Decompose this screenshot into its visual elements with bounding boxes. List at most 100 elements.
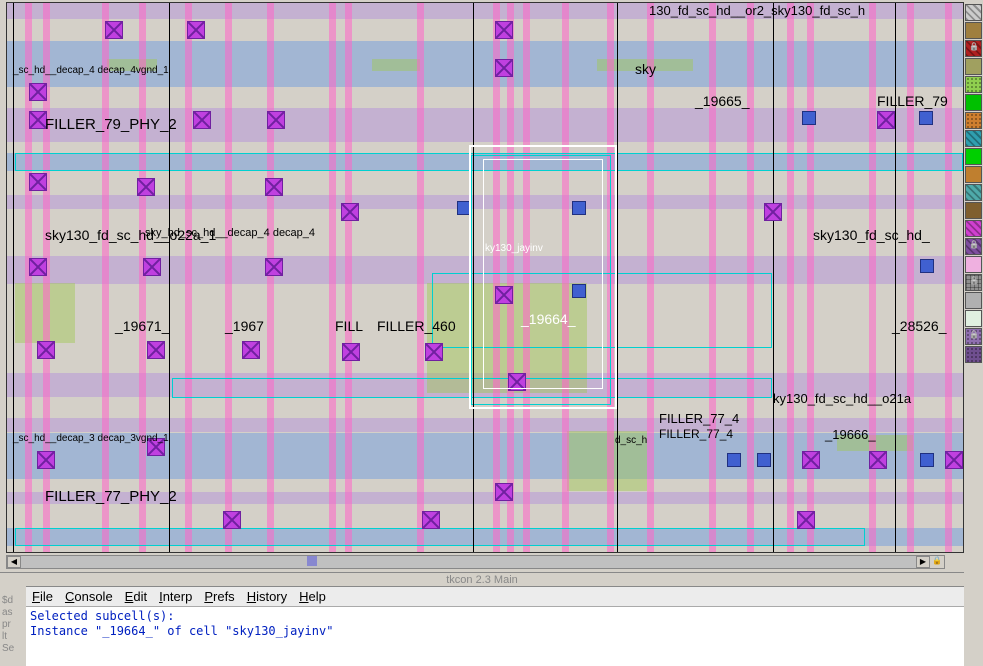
metal-track-vertical (329, 3, 336, 553)
metal-horizontal (7, 492, 963, 504)
poly-region (107, 59, 157, 71)
app-root: _sc_hd__decap_4 decap_4vgnd_1130_fd_sc_h… (0, 0, 983, 666)
via-contact (147, 341, 165, 359)
via-contact (223, 511, 241, 529)
metal-track-vertical (345, 3, 352, 553)
via-contact (508, 373, 526, 391)
layer-swatch[interactable] (965, 184, 982, 201)
via-contact (37, 341, 55, 359)
scroll-thumb[interactable] (307, 556, 317, 566)
cell-label: _28526_ (892, 318, 947, 334)
menu-edit[interactable]: Edit (125, 589, 147, 604)
via-contact (187, 21, 205, 39)
poly-region (372, 59, 420, 71)
via-contact (29, 173, 47, 191)
cell-boundary (963, 3, 964, 553)
via-blue (457, 201, 471, 215)
layout-canvas[interactable]: _sc_hd__decap_4 decap_4vgnd_1130_fd_sc_h… (6, 2, 964, 553)
via-contact (147, 438, 165, 456)
metal-track-vertical (225, 3, 232, 553)
metal-track-vertical (807, 3, 814, 553)
via-contact (29, 83, 47, 101)
layer-swatch[interactable] (965, 238, 982, 255)
via-blue (919, 111, 933, 125)
tkcon-titlebar: tkcon 2.3 Main (0, 572, 964, 586)
via-blue (757, 453, 771, 467)
layer-swatch[interactable] (965, 40, 982, 57)
metal-track-vertical (417, 3, 424, 553)
via-contact (29, 111, 47, 129)
layer-swatch[interactable] (965, 76, 982, 93)
layer-swatch[interactable] (965, 112, 982, 129)
menu-file[interactable]: File (32, 589, 53, 604)
menu-history[interactable]: History (247, 589, 287, 604)
via-contact (422, 511, 440, 529)
metal-track-vertical (139, 3, 146, 553)
cell-outline (432, 273, 772, 348)
layer-swatch[interactable] (965, 328, 982, 345)
layer-palette (964, 0, 983, 666)
layer-swatch[interactable] (965, 94, 982, 111)
via-contact (495, 286, 513, 304)
layer-swatch[interactable] (965, 274, 982, 291)
scroll-right-button[interactable]: ▶ (916, 556, 930, 568)
console-menubar: File Console Edit Interp Prefs History H… (26, 587, 964, 607)
horizontal-scrollbar[interactable]: ◀ ▶ 🔒 (6, 555, 945, 569)
tkcon-console: File Console Edit Interp Prefs History H… (26, 586, 964, 666)
layer-swatch[interactable] (965, 202, 982, 219)
via-contact (341, 203, 359, 221)
via-contact (764, 203, 782, 221)
cell-boundary (13, 3, 14, 553)
cell-boundary (773, 3, 774, 553)
scroll-left-button[interactable]: ◀ (7, 556, 21, 568)
metal-track-vertical (907, 3, 914, 553)
via-contact (495, 483, 513, 501)
via-blue (727, 453, 741, 467)
layer-swatch[interactable] (965, 292, 982, 309)
via-blue (572, 284, 586, 298)
menu-console[interactable]: Console (65, 589, 113, 604)
via-blue (802, 111, 816, 125)
metal-track-vertical (185, 3, 192, 553)
layer-swatch[interactable] (965, 130, 982, 147)
layer-swatch[interactable] (965, 256, 982, 273)
menu-help[interactable]: Help (299, 589, 326, 604)
metal-track-vertical (869, 3, 876, 553)
via-blue (920, 259, 934, 273)
layer-swatch[interactable] (965, 4, 982, 21)
cell-boundary (617, 3, 618, 553)
metal-horizontal (7, 418, 963, 432)
cell-boundary (473, 3, 474, 553)
via-contact (267, 111, 285, 129)
via-contact (265, 178, 283, 196)
via-contact (797, 511, 815, 529)
layer-swatch[interactable] (965, 58, 982, 75)
via-contact (105, 21, 123, 39)
scroll-track[interactable] (21, 556, 916, 568)
cell-boundary (169, 3, 170, 553)
layer-swatch[interactable] (965, 148, 982, 165)
scroll-lock-icon: 🔒 (930, 556, 944, 568)
layer-swatch[interactable] (965, 346, 982, 363)
via-contact (265, 258, 283, 276)
console-left-gutter: $dasprltSe (0, 593, 24, 666)
cell-boundary (895, 3, 896, 553)
console-line-2: Instance "_19664_" of cell "sky130_jayin… (30, 624, 960, 639)
layer-swatch[interactable] (965, 310, 982, 327)
menu-interp[interactable]: Interp (159, 589, 192, 604)
via-contact (193, 111, 211, 129)
via-blue (920, 453, 934, 467)
via-contact (495, 59, 513, 77)
layer-swatch[interactable] (965, 220, 982, 237)
via-contact (802, 451, 820, 469)
via-contact (143, 258, 161, 276)
metal-horizontal (7, 108, 963, 142)
via-contact (945, 451, 963, 469)
layer-swatch[interactable] (965, 22, 982, 39)
selection-cell-label: ky130_jayinv (485, 243, 543, 254)
via-contact (869, 451, 887, 469)
layer-swatch[interactable] (965, 166, 982, 183)
via-blue (572, 201, 586, 215)
menu-prefs[interactable]: Prefs (204, 589, 234, 604)
console-output[interactable]: Selected subcell(s): Instance "_19664_" … (26, 607, 964, 666)
